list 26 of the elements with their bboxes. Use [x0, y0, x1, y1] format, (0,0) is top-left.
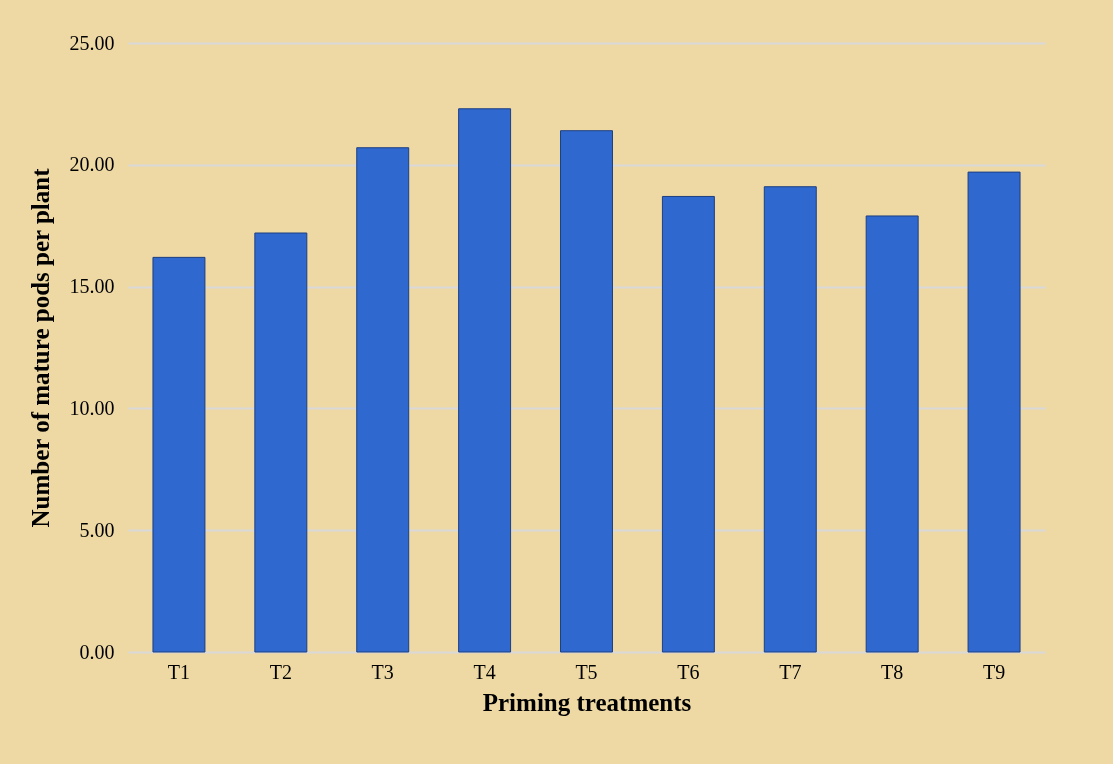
- x-tick-label: T7: [779, 660, 802, 683]
- bar: [254, 232, 308, 653]
- x-tick-label: T5: [575, 660, 598, 683]
- bar: [356, 147, 410, 653]
- x-tick-label: T9: [982, 660, 1006, 683]
- y-tick-label: 15.00: [69, 275, 115, 298]
- y-axis-title: Number of mature pods per plant: [26, 167, 54, 528]
- x-axis-title: Priming treatments: [482, 688, 692, 716]
- x-tick-label: T4: [473, 660, 496, 683]
- bar: [152, 256, 206, 653]
- y-tick-label: 0.00: [79, 640, 115, 663]
- bar: [458, 108, 512, 653]
- y-tick-label: 20.00: [69, 153, 115, 176]
- x-tick-label: T6: [677, 660, 700, 683]
- x-tick-label: T8: [881, 660, 904, 683]
- y-tick-label: 10.00: [69, 396, 115, 419]
- x-tick-label: T1: [167, 660, 191, 683]
- y-tick-label: 25.00: [69, 31, 115, 54]
- x-tick-label: T3: [371, 660, 394, 683]
- x-tick-label: T2: [269, 660, 292, 683]
- bar: [763, 186, 817, 653]
- bar: [661, 195, 715, 653]
- bar: [967, 171, 1021, 653]
- bar: [865, 215, 919, 653]
- bar: [560, 130, 613, 653]
- y-tick-label: 5.00: [79, 518, 115, 541]
